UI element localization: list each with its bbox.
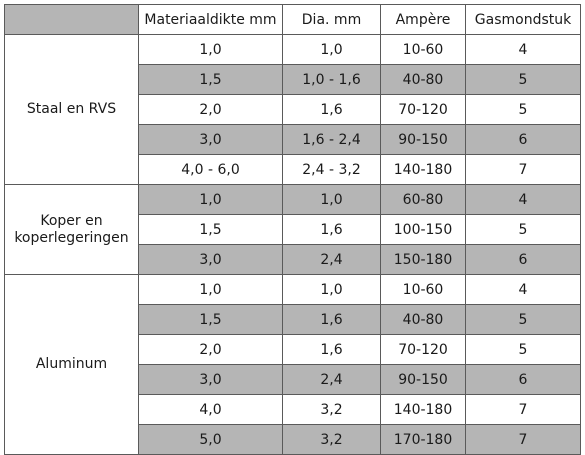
gas-nozzle-cell: 4	[465, 34, 581, 65]
diameter-cell: 1,0	[282, 184, 381, 215]
ampere-cell: 70-120	[380, 334, 466, 365]
table-row: 2,0 1,6 70-120 5	[5, 94, 581, 125]
thickness-cell: 3,0	[138, 244, 283, 275]
thickness-cell: 4,0	[138, 394, 283, 425]
thickness-cell: 1,0	[138, 184, 283, 215]
table-row: 1,5 1,6 100-150 5	[5, 214, 581, 245]
diameter-cell: 1,0 - 1,6	[282, 64, 381, 95]
ampere-cell: 140-180	[380, 154, 466, 185]
material-group-cell: Koper en koperlegeringen	[4, 184, 139, 275]
ampere-cell: 90-150	[380, 124, 466, 155]
welding-settings-table: Materiaaldikte mm Dia. mm Ampère Gasmond…	[4, 4, 581, 455]
material-group-label: koperlegeringen	[14, 229, 129, 246]
diameter-cell: 1,6	[282, 334, 381, 365]
table-row: 4,0 - 6,0 2,4 - 3,2 140-180 7	[5, 154, 581, 185]
gas-nozzle-cell: 6	[465, 124, 581, 155]
ampere-cell: 140-180	[380, 394, 466, 425]
material-group-label: Koper en	[40, 212, 103, 229]
table-row: 4,0 3,2 140-180 7	[5, 394, 581, 425]
material-group-cell: Aluminum	[4, 274, 139, 455]
table-row: Koper en koperlegeringen 1,0 1,0 60-80 4	[4, 184, 581, 275]
gas-nozzle-cell: 4	[465, 274, 581, 305]
table-row: 1,5 1,6 40-80 5	[5, 304, 581, 335]
material-group-label: Aluminum	[35, 356, 108, 372]
diameter-cell: 1,6	[282, 94, 381, 125]
ampere-cell: 90-150	[380, 364, 466, 395]
diameter-cell: 3,2	[282, 394, 381, 425]
diameter-cell: 1,6	[282, 214, 381, 245]
header-gas-nozzle: Gasmondstuk	[465, 4, 581, 35]
ampere-cell: 70-120	[380, 94, 466, 125]
material-group-label: Staal en RVS	[26, 101, 117, 117]
gas-nozzle-cell: 6	[465, 244, 581, 275]
diameter-cell: 1,6 - 2,4	[282, 124, 381, 155]
table-row: Staal en RVS 1,0 1,0 10-60 4	[4, 34, 581, 185]
ampere-cell: 100-150	[380, 214, 466, 245]
thickness-cell: 1,5	[138, 214, 283, 245]
thickness-cell: 4,0 - 6,0	[138, 154, 283, 185]
gas-nozzle-cell: 5	[465, 94, 581, 125]
gas-nozzle-cell: 5	[465, 64, 581, 95]
header-thickness: Materiaaldikte mm	[138, 4, 283, 35]
diameter-cell: 1,0	[282, 274, 381, 305]
thickness-cell: 1,5	[138, 64, 283, 95]
gas-nozzle-cell: 7	[465, 394, 581, 425]
thickness-cell: 1,5	[138, 304, 283, 335]
gas-nozzle-cell: 4	[465, 184, 581, 215]
ampere-cell: 60-80	[380, 184, 466, 215]
ampere-cell: 40-80	[380, 64, 466, 95]
header-row: Materiaaldikte mm Dia. mm Ampère Gasmond…	[4, 4, 581, 35]
diameter-cell: 2,4 - 3,2	[282, 154, 381, 185]
diameter-cell: 1,6	[282, 304, 381, 335]
gas-nozzle-cell: 5	[465, 304, 581, 335]
ampere-cell: 10-60	[380, 274, 466, 305]
header-diameter: Dia. mm	[282, 4, 381, 35]
gas-nozzle-cell: 6	[465, 364, 581, 395]
ampere-cell: 10-60	[380, 34, 466, 65]
thickness-cell: 1,0	[138, 274, 283, 305]
table-row: 3,0 2,4 150-180 6	[5, 244, 581, 275]
table-row: 3,0 1,6 - 2,4 90-150 6	[5, 124, 581, 155]
gas-nozzle-cell: 5	[465, 334, 581, 365]
thickness-cell: 1,0	[138, 34, 283, 65]
diameter-cell: 1,0	[282, 34, 381, 65]
table-body: Staal en RVS 1,0 1,0 10-60 4 1,5 1,0 - 1,6 40-8…	[4, 34, 581, 455]
header-corner-cell	[4, 4, 139, 35]
diameter-cell: 2,4	[282, 244, 381, 275]
ampere-cell: 150-180	[380, 244, 466, 275]
thickness-cell: 3,0	[138, 364, 283, 395]
header-ampere: Ampère	[380, 4, 466, 35]
thickness-cell: 3,0	[138, 124, 283, 155]
diameter-cell: 2,4	[282, 364, 381, 395]
gas-nozzle-cell: 7	[465, 154, 581, 185]
gas-nozzle-cell: 5	[465, 214, 581, 245]
material-group-cell: Staal en RVS	[4, 34, 139, 185]
table-row: 1,5 1,0 - 1,6 40-80 5	[5, 64, 581, 95]
ampere-cell: 40-80	[380, 304, 466, 335]
table-row: Aluminum 1,0 1,0 10-60 4	[4, 274, 581, 455]
thickness-cell: 2,0	[138, 334, 283, 365]
thickness-cell: 2,0	[138, 94, 283, 125]
